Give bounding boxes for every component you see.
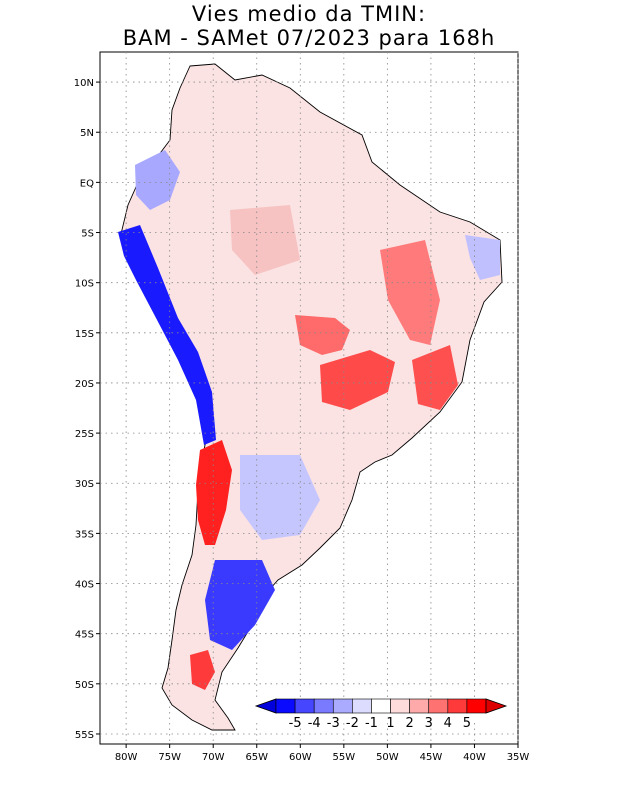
colorbar-swatch xyxy=(428,698,449,714)
pacific-coast-negative-bias xyxy=(118,225,216,445)
lon-tick-label: 40W xyxy=(463,752,486,763)
argentina-negative-bias xyxy=(205,560,275,650)
colorbar-label: -5 xyxy=(289,716,302,731)
lon-tick-label: 35W xyxy=(507,752,530,763)
andes-positive-bias xyxy=(196,440,232,545)
lat-tick-label: 20S xyxy=(75,379,94,390)
colorbar-over-arrow xyxy=(485,698,508,714)
colorbar-swatch xyxy=(466,698,487,714)
lat-tick-label: 10S xyxy=(75,279,94,290)
longitude-axis: 80W 75W 70W 65W 60W 55W 50W 45W 40W 35W xyxy=(115,744,530,763)
lon-tick-label: 60W xyxy=(289,752,312,763)
map-title-line-2: BAM - SAMet 07/2023 para 168h xyxy=(122,26,496,50)
lat-tick-label: 35S xyxy=(75,529,94,540)
central-brazil-positive-bias xyxy=(295,315,350,355)
gridlines xyxy=(100,52,519,744)
lon-tick-label: 65W xyxy=(245,752,268,763)
colorbar-label: -1 xyxy=(365,716,378,731)
colorbar-label: 4 xyxy=(444,716,452,731)
lon-tick-label: 45W xyxy=(420,752,443,763)
colorbar-swatch xyxy=(371,698,391,714)
colorbar-swatch xyxy=(352,698,372,714)
colorbar-swatch xyxy=(294,698,315,714)
colorbar-label: -3 xyxy=(327,716,340,731)
lat-tick-label: 10N xyxy=(74,78,94,89)
lat-tick-label: 15S xyxy=(75,329,94,340)
colorbar-swatch xyxy=(390,698,410,714)
colorbar-label: -2 xyxy=(346,716,359,731)
northern-andes-negative-bias xyxy=(135,150,180,210)
lat-tick-label: 30S xyxy=(75,479,94,490)
amazon-light-positive-bias xyxy=(230,205,300,275)
colorbar-swatch xyxy=(409,698,430,714)
colorbar-label: 1 xyxy=(386,716,394,731)
bahia-positive-bias xyxy=(380,240,440,345)
lat-tick-label: 5S xyxy=(81,229,94,240)
lon-tick-label: 50W xyxy=(376,752,399,763)
map-title-line-1: Vies medio da TMIN: xyxy=(191,2,427,26)
midwest-brazil-positive-bias xyxy=(320,350,395,410)
colorbar-label: 2 xyxy=(405,716,413,731)
lat-tick-label: 55S xyxy=(75,730,94,741)
lat-tick-label: 45S xyxy=(75,630,94,641)
colorbar-label: -4 xyxy=(308,716,321,731)
patagonia-positive-bias xyxy=(190,650,215,690)
colorbar-label: 3 xyxy=(425,716,433,731)
lon-tick-label: 80W xyxy=(115,752,138,763)
colorbar: -5 -4 -3 -2 -1 1 2 3 4 5 xyxy=(254,697,508,731)
colorbar-label: 5 xyxy=(463,716,471,731)
lon-tick-label: 70W xyxy=(202,752,225,763)
lat-tick-label: 5N xyxy=(80,128,94,139)
lat-tick-label: 50S xyxy=(75,680,94,691)
northeast-coast-negative-bias xyxy=(465,235,500,280)
lat-tick-label: 40S xyxy=(75,580,94,591)
latitude-axis: 10N 5N EQ 5S 10S 15S 20S 25S 30S 35S 40S 45S 50S 55S xyxy=(74,78,100,741)
east-brazil-positive-bias xyxy=(412,345,458,410)
colorbar-swatch xyxy=(332,698,353,714)
lon-tick-label: 75W xyxy=(158,752,181,763)
colorbar-swatch xyxy=(313,698,334,714)
lon-tick-label: 55W xyxy=(333,752,356,763)
lat-tick-label: EQ xyxy=(80,178,94,189)
lat-tick-label: 25S xyxy=(75,429,94,440)
colorbar-swatch xyxy=(447,698,468,714)
colorbar-swatch xyxy=(275,698,296,714)
